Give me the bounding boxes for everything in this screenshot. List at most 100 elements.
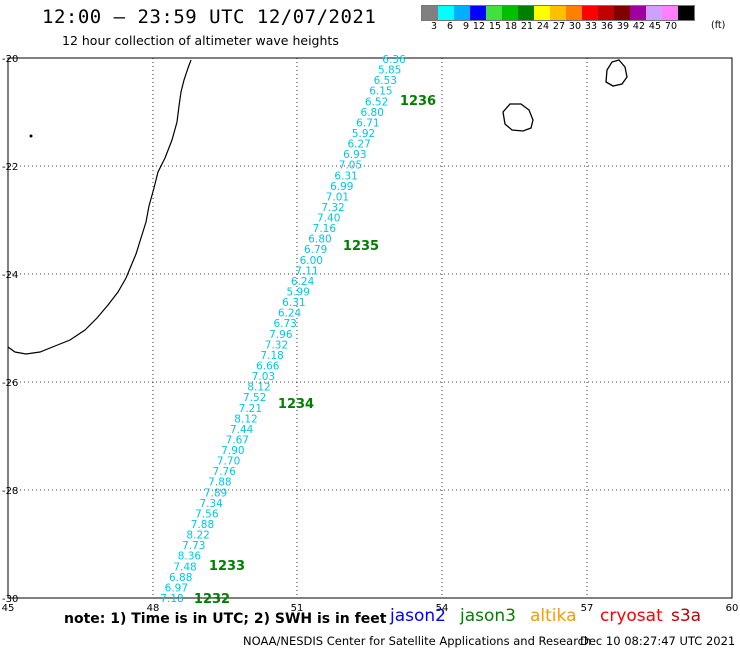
legend-swatches [421,5,695,21]
wave-height-value: 7.05 [339,160,362,172]
wave-height-value: 6.99 [330,181,353,193]
wave-height-value: 8.12 [247,382,270,394]
legend-swatch [598,6,614,20]
chart-title: 12:00 – 23:59 UTC 12/07/2021 [42,6,377,28]
wave-height-value: 8.12 [234,413,257,425]
pass-time-labels: 1236 1235 1234 1233 1232 [194,94,436,607]
map-frame [7,57,733,599]
wave-height-value: 7.76 [213,466,237,478]
wave-height-labels: 6.365.856.536.156.526.806.715.926.276.93… [160,54,406,605]
legend-label: 12 [472,21,485,32]
wave-height-value: 7.56 [195,508,219,520]
madagascar-coastline [7,59,192,355]
pass-time-label: 1236 [400,94,436,109]
latitude-tick-label: -28 [2,486,18,497]
legend-swatch [582,6,598,20]
wave-height-value: 7.18 [160,593,183,605]
footer-note: note: 1) Time is in UTC; 2) SWH is in fe… [64,611,387,627]
pass-time-label: 1232 [194,592,230,607]
wave-height-value: 7.70 [217,456,240,468]
wave-height-value: 7.16 [313,223,337,235]
legend-label: 3 [430,21,437,32]
satellite-name-s3a: s3a [671,606,702,626]
wave-height-value: 6.79 [304,244,327,256]
wave-height-value: 7.96 [269,329,293,341]
legend-label: 18 [504,21,517,32]
wave-height-value: 7.34 [199,498,223,510]
legend-label: 6 [446,21,453,32]
wave-height-value: 6.15 [369,86,392,98]
wave-height-value: 7.01 [326,191,349,203]
legend-swatch [646,6,662,20]
legend-swatch [438,6,454,20]
wave-height-value: 7.67 [226,434,249,446]
wave-height-value: 7.73 [182,540,205,552]
wave-height-value: 6.73 [273,318,296,330]
map-grid [7,57,733,599]
legend-labels: 3 6 9 12 15 18 21 24 27 30 33 36 39 42 45 70 [421,21,695,33]
legend-swatch [454,6,470,20]
wave-height-value: 7.48 [173,561,196,573]
wave-height-value: 6.88 [169,572,192,584]
wave-height-value: 7.32 [321,202,344,214]
wave-height-value: 8.36 [178,551,202,563]
legend-label: 30 [568,21,581,32]
legend-swatch [502,6,518,20]
legend-swatch [566,6,582,20]
satellite-name-altika: altika [530,606,577,626]
mauritius-island [605,59,628,87]
legend-label: 9 [462,21,469,32]
wave-height-value: 7.11 [295,265,318,277]
wave-height-value: 6.24 [278,308,302,320]
legend-swatch [614,6,630,20]
wave-height-value: 6.80 [361,107,384,119]
legend-swatch [630,6,646,20]
legend-swatch [470,6,486,20]
legend-label: 27 [552,21,565,32]
wave-height-value: 5.85 [378,65,401,77]
longitude-tick-label: 60 [726,603,739,614]
wave-height-value: 7.40 [317,213,340,225]
wave-height-value: 6.52 [365,96,388,108]
legend-label: 45 [648,21,661,32]
wave-height-value: 6.31 [282,297,305,309]
wave-height-value: 6.93 [343,149,366,161]
latitude-tick-label: -30 [2,594,18,605]
legend-label: 15 [488,21,501,32]
legend-label: 39 [616,21,629,32]
legend-swatch [678,6,694,20]
latitude-tick-label: -22 [2,162,18,173]
wave-height-value: 6.80 [308,234,331,246]
wave-height-value: 6.27 [347,139,370,151]
legend-label: 33 [584,21,597,32]
footer-credit: NOAA/NESDIS Center for Satellite Applica… [243,634,592,648]
latitude-tick-label: -24 [2,270,18,281]
legend-swatch [550,6,566,20]
wave-height-value: 6.66 [256,360,280,372]
reunion-island [502,103,534,132]
satellite-name-cryosat: cryosat [600,606,663,626]
wave-height-value: 7.52 [243,392,266,404]
longitude-tick-label: 54 [436,603,449,614]
longitude-tick-label: 45 [2,603,15,614]
wave-height-value: 6.71 [356,117,379,129]
wave-height-value: 7.32 [265,339,288,351]
legend-swatch [422,6,438,20]
latitude-tick-label: -26 [2,378,18,389]
longitude-tick-label: 57 [581,603,594,614]
chart-subtitle: 12 hour collection of altimeter wave hei… [62,33,339,48]
legend-swatch [662,6,678,20]
wave-height-value: 7.21 [239,403,262,415]
satellite-name-jason2: jason2 [390,606,446,626]
legend-swatch [534,6,550,20]
islet-marker [29,134,33,138]
legend-label: 36 [600,21,613,32]
longitude-tick-label: 51 [291,603,304,614]
wave-height-value: 7.88 [208,477,231,489]
wave-height-value: 6.00 [300,255,323,267]
legend-swatch [486,6,502,20]
satellite-name-jason3: jason3 [460,606,516,626]
wave-height-value: 7.88 [191,519,214,531]
latitude-tick-label: -20 [2,54,18,65]
legend-label: 24 [536,21,549,32]
